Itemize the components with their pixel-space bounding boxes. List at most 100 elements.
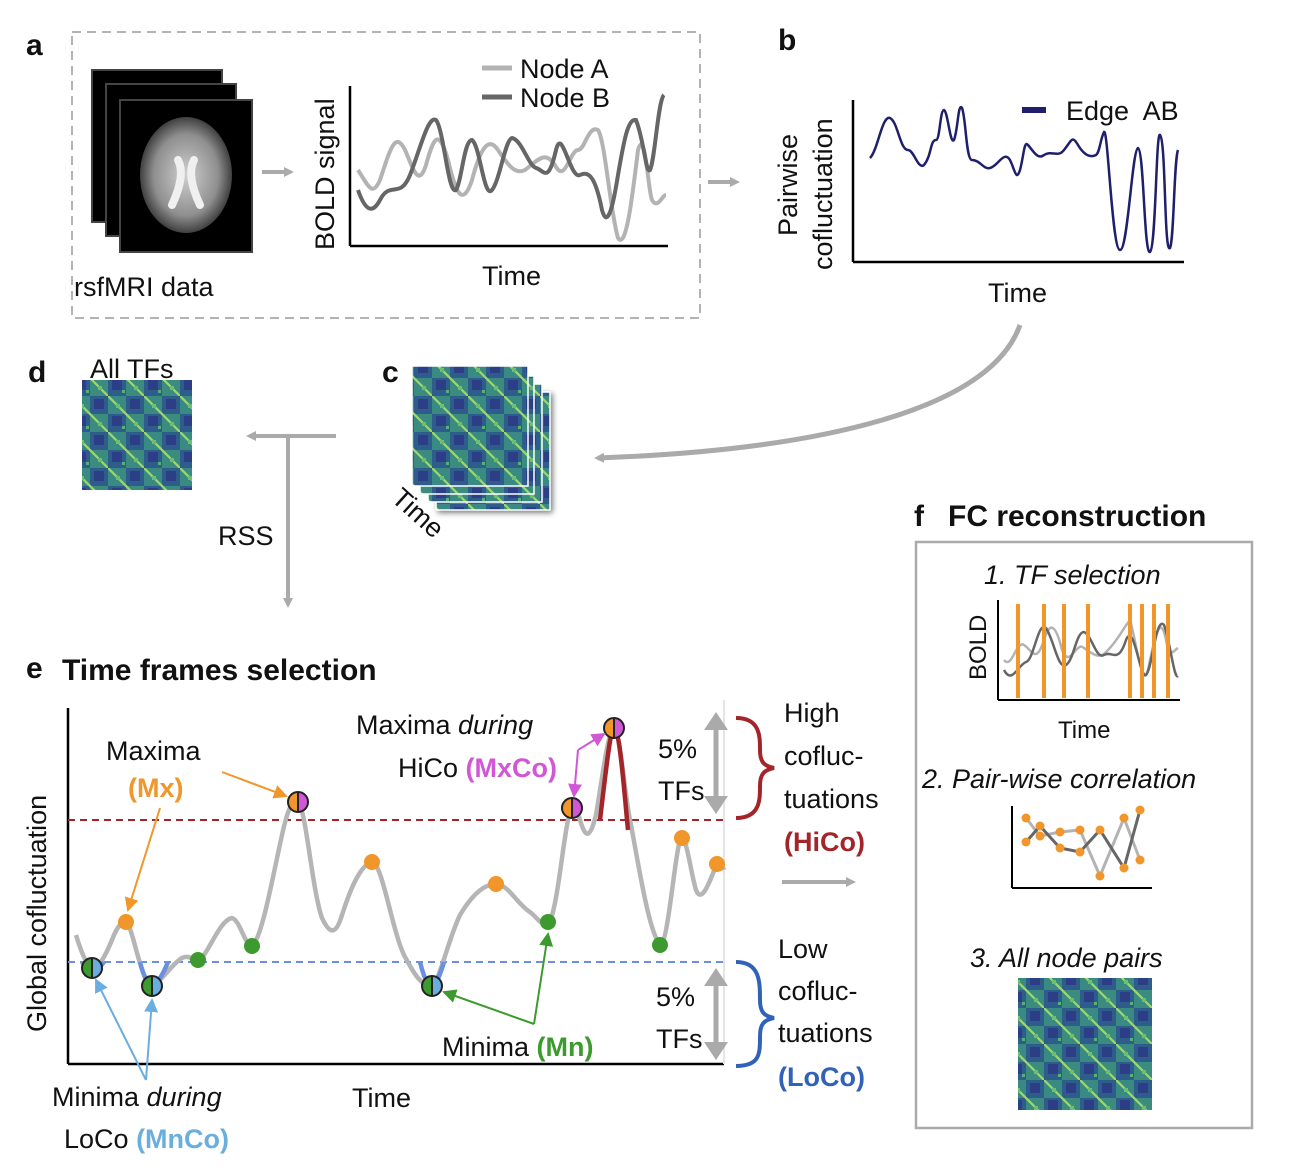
hico-abbrev-label: (HiCo) (784, 827, 865, 857)
maxima-label: Maxima (106, 736, 201, 766)
pct-top-double-arrow (704, 712, 728, 814)
step1-time-axis-label: Time (1058, 717, 1110, 744)
mn-point (244, 938, 260, 954)
legend-node-b-label: Node B (520, 83, 610, 113)
brain-image (140, 117, 232, 233)
minima-markers (190, 914, 668, 968)
arrow-minima-to-mnco (442, 989, 535, 1025)
mx-point (364, 854, 380, 870)
step1-selected-frames (1016, 604, 1170, 698)
hico-brace (735, 716, 775, 820)
bold-time-axis-label: Time (482, 261, 541, 291)
global-cofluctuation-axis-label: Global cofluctuation (22, 795, 52, 1032)
node-a-line (356, 127, 667, 242)
minima-during-label-line2: LoCo (MnCo) (64, 1124, 229, 1154)
arrow-minima-to-mn (533, 932, 554, 1025)
step1-bold-axis-label: BOLD (965, 615, 992, 680)
pairwise-axis-label-1: Pairwise (773, 134, 803, 236)
arrow-mnco-to-marker-2 (144, 998, 159, 1081)
arrow-maxima-to-peak (221, 771, 288, 799)
arrow-maxima-to-low-peak (124, 807, 161, 912)
pct-bot-label-1: 5% (656, 982, 695, 1012)
panel-f-box (914, 540, 1254, 1130)
maxima-during-label-line1: Maxima during (356, 710, 533, 740)
pct-bot-double-arrow (704, 968, 728, 1060)
mx-point (488, 876, 504, 892)
low-label-3: tuations (778, 1018, 873, 1048)
global-time-axis-label: Time (352, 1083, 411, 1113)
step2-label: 2. Pair-wise correlation (921, 764, 1196, 794)
mxco-abbrev: (MxCo) (466, 753, 557, 783)
minima-label: Minima (Mn) (442, 1032, 594, 1062)
loco-word: LoCo (64, 1124, 129, 1154)
panel-f-letter: f (914, 500, 925, 533)
minima-during-label-line1: Minima during (52, 1082, 222, 1112)
all-tfs-label: All TFs (90, 354, 174, 384)
high-label-1: High (784, 698, 840, 728)
panel-a-letter: a (26, 29, 43, 62)
step2-points (1021, 805, 1145, 881)
mxco-marker-1 (287, 791, 309, 813)
node-b-line (356, 93, 666, 220)
pairwise-axis-label-2: cofluctuation (808, 118, 838, 270)
hico-word: HiCo (398, 753, 458, 783)
minima-word: Minima (442, 1032, 530, 1062)
mn-abbrev: (Mn) (537, 1032, 594, 1062)
panel-c-letter: c (382, 356, 399, 389)
mnco-marker-1 (81, 957, 103, 979)
step3-fc-matrix (1018, 978, 1152, 1110)
rss-label: RSS (218, 521, 274, 551)
mnco-abbrev: (MnCo) (136, 1124, 229, 1154)
loco-brace (735, 960, 775, 1068)
panel-b-letter: b (778, 24, 796, 57)
arrow-mnco-to-marker-1 (95, 978, 147, 1081)
mxco-marker-2 (561, 797, 583, 819)
maxima-during-word: Maxima (356, 710, 451, 740)
mx-abbrev-label: (Mx) (128, 773, 184, 803)
panel-d-letter: d (28, 356, 46, 389)
maxima-during-label-line2: HiCo (MxCo) (398, 753, 557, 783)
during-word-2: during (147, 1082, 222, 1112)
mn-point (652, 937, 668, 953)
hico-segment (597, 725, 631, 831)
edge-time-axis-label: Time (988, 278, 1047, 308)
arrow-mxco-to-marker-1 (568, 749, 583, 798)
arrow-b-to-c (594, 324, 1023, 463)
mxco-marker-3 (603, 717, 625, 739)
edge-ab-line (868, 105, 1180, 254)
mx-point (709, 856, 725, 872)
step3-label: 3. All node pairs (970, 943, 1163, 973)
panel-a-frame (71, 31, 701, 319)
legend-edge-ab-label: Edge AB (1066, 96, 1179, 126)
mn-point (190, 952, 206, 968)
loco-abbrev-label: (LoCo) (778, 1062, 865, 1092)
pct-top-label-2: TFs (658, 776, 705, 806)
mn-point (540, 914, 556, 930)
fc-matrix-stack (411, 365, 551, 511)
legend-node-a-label: Node A (520, 54, 609, 84)
rsfmri-data-label: rsfMRI data (74, 272, 215, 302)
panel-f-title: FC reconstruction (948, 500, 1206, 533)
low-label-2: cofluc- (778, 976, 858, 1006)
pct-bot-label-2: TFs (656, 1024, 703, 1054)
panel-e-letter: e (26, 652, 43, 685)
arrow-mxco-to-marker-2 (577, 732, 606, 751)
step1-label: 1. TF selection (984, 560, 1161, 590)
low-label-1: Low (778, 934, 828, 964)
mnco-marker-2 (141, 975, 163, 997)
pct-top-label-1: 5% (658, 734, 697, 764)
all-tfs-matrix (82, 380, 192, 490)
mnco-marker-3 (421, 975, 443, 997)
panel-e-title: Time frames selection (62, 654, 377, 687)
minima-during-word: Minima (52, 1082, 140, 1112)
high-label-3: tuations (784, 784, 879, 814)
high-label-2: cofluc- (784, 741, 864, 771)
step1-node-a-line (1003, 617, 1179, 676)
maxima-markers (118, 830, 725, 930)
mri-stack (91, 69, 253, 253)
mx-point (118, 914, 134, 930)
bold-signal-axis-label: BOLD signal (310, 98, 340, 250)
during-word: during (458, 710, 533, 740)
mx-point (674, 830, 690, 846)
